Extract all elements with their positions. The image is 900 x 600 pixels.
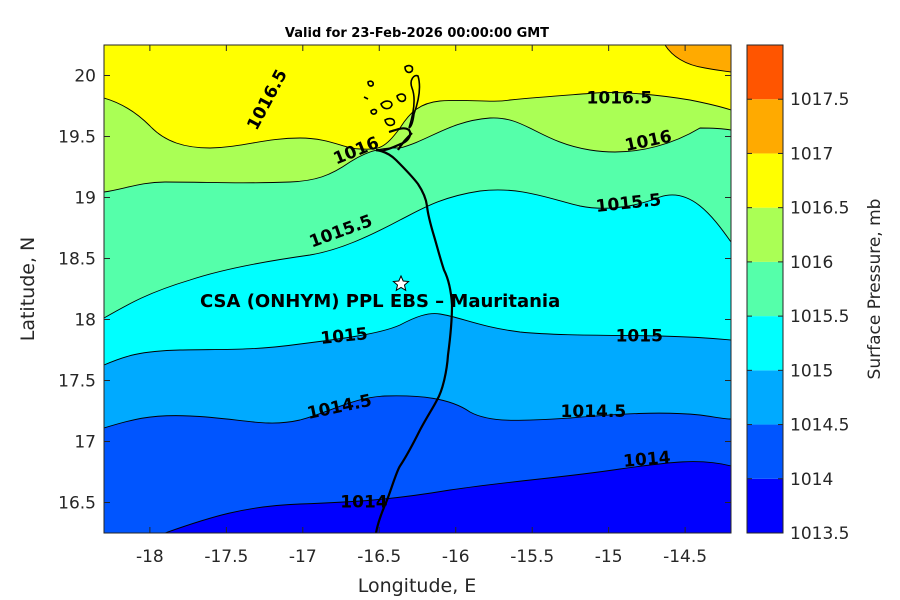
colorbar-tick-label: 1017	[790, 144, 833, 164]
coastline-inlet	[375, 127, 413, 152]
site-label: CSA (ONHYM) PPL EBS – Mauritania	[200, 291, 560, 312]
y-tick-label: 19.5	[58, 128, 96, 148]
contour-label: 1015	[616, 327, 663, 347]
colorbar-tick-label: 1014	[790, 470, 833, 490]
isobar-1015	[104, 313, 731, 366]
y-tick-label: 17.5	[58, 372, 96, 392]
colorbar-tick-label: 1017.5	[790, 90, 849, 110]
colorbar-segment	[747, 424, 783, 479]
isobar-1015-5	[104, 189, 731, 319]
island-small-1	[380, 100, 393, 110]
band-1017-1017-5	[665, 45, 731, 72]
y-tick-label: 19	[74, 189, 96, 209]
colorbar-segment	[747, 316, 783, 371]
contour-label: 1016.5	[587, 89, 653, 109]
y-axis-label: Latitude, N	[17, 237, 39, 342]
contour-label: 1015	[320, 324, 369, 349]
colorbar-segment	[747, 207, 783, 262]
colorbar-segment	[747, 478, 783, 533]
colorbar-tick-label: 1015.5	[790, 307, 849, 327]
x-tick-label: -17.5	[204, 547, 248, 567]
island-small-3	[384, 117, 396, 127]
colorbar-segment	[747, 153, 783, 208]
map-title: Valid for 23-Feb-2026 00:00:00 GMT	[285, 26, 549, 41]
x-tick-label: -14.5	[663, 547, 707, 567]
x-axis: -18 -17.5 -17 -16.5 -16 -15.5 -15 -14.5	[136, 45, 707, 567]
x-tick-label: -16.5	[357, 547, 401, 567]
contour-label: 1014	[622, 448, 671, 472]
contour-label: 1014.5	[561, 402, 627, 422]
x-tick-label: -16	[442, 547, 470, 567]
island-small-5	[367, 80, 374, 87]
coastline-main	[374, 148, 454, 533]
x-tick-label: -15.5	[510, 547, 554, 567]
y-tick-label: 18	[74, 311, 96, 331]
x-tick-label: -15	[595, 547, 623, 567]
colorbar-frame	[746, 44, 784, 534]
colorbar-tick-label: 1013.5	[790, 524, 849, 544]
site-star-icon	[392, 274, 410, 292]
isobar-1014	[164, 461, 731, 533]
plot-frame	[103, 44, 732, 534]
colorbar-label: Surface Pressure, mb	[865, 199, 885, 380]
colorbar-tick-label: 1014.5	[790, 416, 849, 436]
x-tick-label: -17	[289, 547, 317, 567]
y-tick-label: 16.5	[58, 494, 96, 514]
island-small-6	[363, 96, 378, 115]
coastline	[374, 127, 454, 533]
colorbar-tick-label: 1015	[790, 361, 833, 381]
contour-label: 1014	[340, 493, 387, 513]
y-tick-label: 20	[74, 67, 96, 87]
island-tidra	[408, 74, 421, 129]
isobar-1016	[104, 117, 731, 193]
banc-arguin-islands	[363, 64, 421, 129]
x-axis-label: Longitude, E	[358, 575, 477, 597]
island-small-4	[404, 64, 414, 74]
y-tick-label: 18.5	[58, 250, 96, 270]
isobar-1017	[664, 45, 731, 73]
colorbar: 1013.5 1014 1014.5 1015 1015.5 1016 1016.5 1017…	[746, 44, 849, 544]
band-1016-5-1017	[104, 45, 731, 150]
colorbar-segment	[747, 261, 783, 317]
y-tick-label: 17	[74, 433, 96, 453]
isobar-1014-5	[104, 395, 731, 429]
island-small-2	[396, 93, 407, 103]
colorbar-segment	[747, 45, 783, 100]
colorbar-segment	[747, 99, 783, 154]
colorbar-segment	[747, 370, 783, 425]
x-tick-label: -18	[136, 547, 164, 567]
y-axis: 16.5 17 17.5 18 18.5 19 19.5 20	[58, 67, 731, 514]
colorbar-tick-label: 1016	[790, 253, 833, 273]
colorbar-tick-label: 1016.5	[790, 199, 849, 219]
